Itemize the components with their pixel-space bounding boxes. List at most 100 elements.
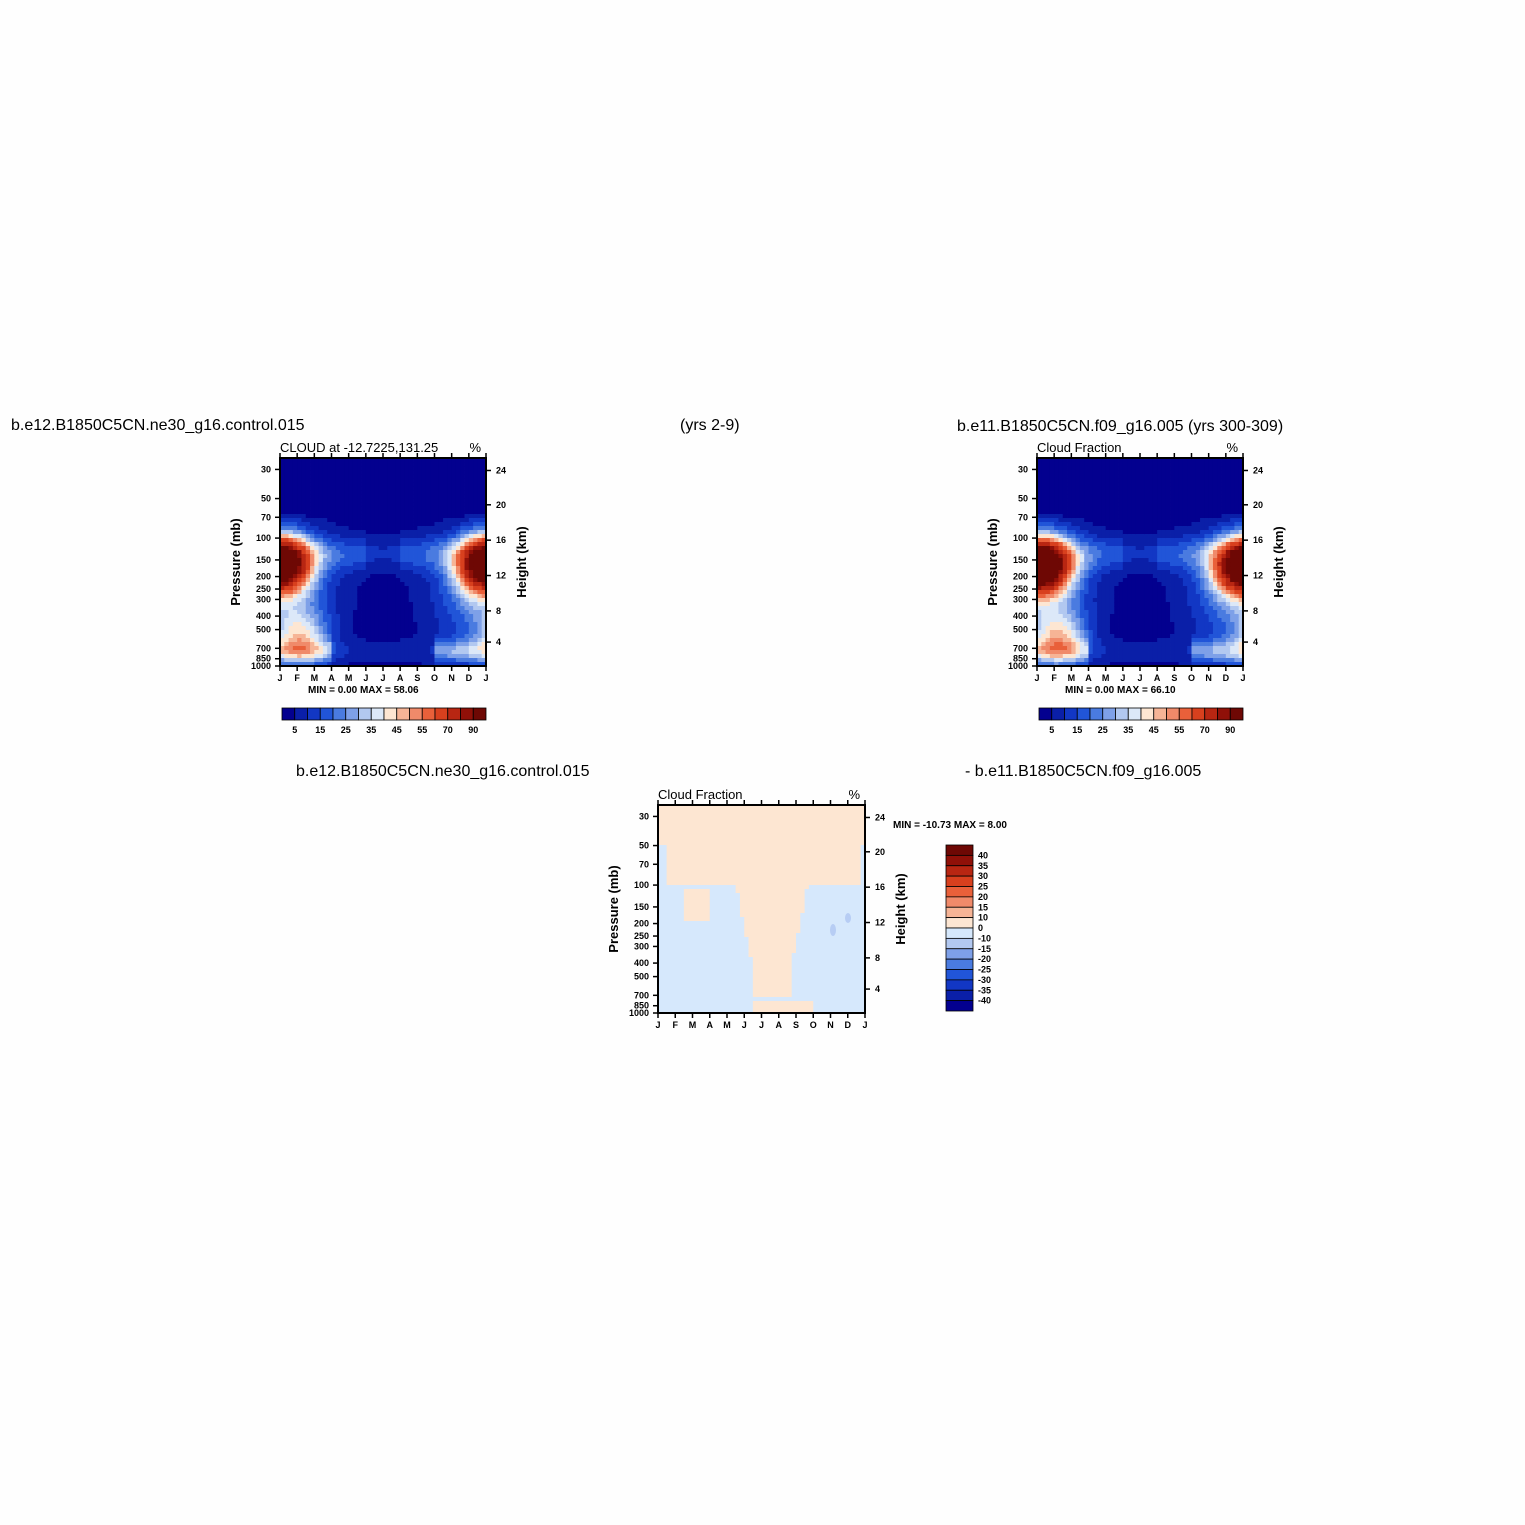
contour-cell [1045,590,1051,595]
contour-cell [344,586,350,591]
contour-cell [1054,466,1059,471]
contour-cell [1191,646,1197,651]
contour-cell [1208,502,1214,507]
contour-cell [1092,510,1098,515]
contour-cell [421,654,427,659]
contour-cell [473,470,478,475]
contour-cell [417,518,423,523]
contour-cell [408,490,414,495]
contour-cell [1122,518,1128,523]
contour-cell [374,470,380,475]
contour-cell [400,486,405,491]
contour-cell [451,570,457,575]
contour-cell [408,578,414,583]
contour-cell [1062,610,1068,615]
contour-cell [1062,510,1068,515]
contour-cell [1084,598,1089,603]
contour-cell [318,650,324,655]
contour-cell [1195,570,1201,575]
contour-cell [280,534,285,539]
contour-cell [1049,606,1055,611]
contour-cell [305,494,311,499]
contour-cell [314,490,320,495]
contour-cell [378,514,384,519]
contour-cell [1092,558,1098,563]
contour-cell [395,466,401,471]
contour-cell [1221,494,1227,499]
contour-cell [284,598,289,603]
contour-cell [292,518,298,523]
contour-cell [481,574,487,579]
contour-cell [331,658,337,663]
contour-cell [1067,618,1072,623]
contour-cell [1097,550,1102,555]
contour-cell [443,642,448,647]
contour-cell [1058,534,1064,539]
contour-cell [1161,550,1167,555]
contour-cell [1144,554,1149,559]
contour-cell [400,490,405,495]
contour-cell [421,482,427,487]
contour-cell [301,606,307,611]
contour-cell [391,534,397,539]
contour-cell [357,534,362,539]
contour-cell [1101,630,1107,635]
contour-cell [1187,610,1192,615]
contour-cell [314,482,320,487]
contour-cell [1221,470,1227,475]
y-tick-label: 100 [256,533,271,543]
contour-cell [340,482,345,487]
contour-cell [292,530,298,535]
contour-cell [1045,642,1051,647]
contour-cell [1131,558,1137,563]
contour-cell [1067,510,1072,515]
contour-cell [417,522,423,527]
contour-cell [1165,510,1171,515]
contour-cell [305,490,311,495]
contour-cell [1195,478,1201,483]
contour-cell [1105,542,1111,547]
contour-cell [1161,578,1167,583]
contour-cell [1170,470,1175,475]
contour-cell [1041,522,1046,527]
contour-cell [477,470,483,475]
y-tick-label: 30 [261,464,271,474]
contour-cell [1049,658,1055,663]
contour-cell [1131,630,1137,635]
contour-cell [1148,558,1154,563]
contour-cell [395,506,401,511]
contour-cell [284,642,289,647]
contour-cell [421,570,427,575]
contour-cell [1174,642,1180,647]
contour-cell [297,538,302,543]
contour-cell [1174,550,1180,555]
contour-cell [421,462,427,467]
contour-cell [331,458,337,463]
contour-cell [365,630,371,635]
contour-cell [284,534,289,539]
contour-cell [451,486,457,491]
contour-cell [365,462,371,467]
contour-cell [1174,662,1180,667]
contour-cell [1148,554,1154,559]
contour-cell [391,470,397,475]
contour-cell [322,562,328,567]
contour-cell [327,574,332,579]
contour-cell [370,554,375,559]
contour-cell [1131,458,1137,463]
contour-cell [1101,590,1107,595]
contour-cell [1200,458,1205,463]
contour-cell [451,498,457,503]
contour-cell [1127,514,1132,519]
contour-cell [1041,518,1046,523]
contour-cell [378,522,384,527]
contour-cell [288,574,294,579]
contour-cell [344,522,350,527]
contour-cell [301,562,307,567]
contour-cell [1152,538,1158,543]
contour-cell [357,614,362,619]
contour-cell [365,518,371,523]
contour-cell [1217,486,1222,491]
contour-cell [1071,614,1077,619]
contour-cell [1225,590,1231,595]
